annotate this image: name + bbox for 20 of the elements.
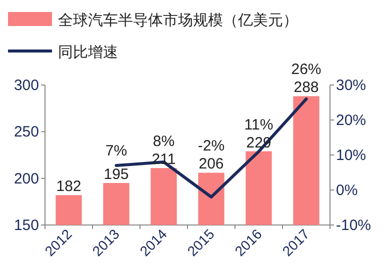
y2-tick-label: 0% [336,182,358,199]
y-tick-label: 250 [14,124,39,141]
y2-tick-label: 10% [336,147,366,164]
data-label: 195 [104,166,129,183]
legend-label: 同比增速 [58,44,118,61]
data-label: 288 [294,79,319,96]
legend-label: 全球汽车半导体市场规模（亿美元） [58,12,298,29]
y-tick-label: 200 [14,170,39,188]
y2-tick-label: -10% [336,217,372,234]
data-label: 11% [244,116,274,134]
data-label: 182 [56,178,82,196]
y-tick-label: 300 [14,77,39,94]
data-label: 7% [105,142,128,160]
y-tick-label: 150 [14,217,39,234]
data-label: 26% [291,61,322,78]
data-label: -2% [198,138,225,155]
data-label: 8% [152,133,175,150]
y2-tick-label: 20% [336,112,366,129]
y2-tick-label: 30% [336,77,366,94]
data-label: 206 [198,156,224,173]
